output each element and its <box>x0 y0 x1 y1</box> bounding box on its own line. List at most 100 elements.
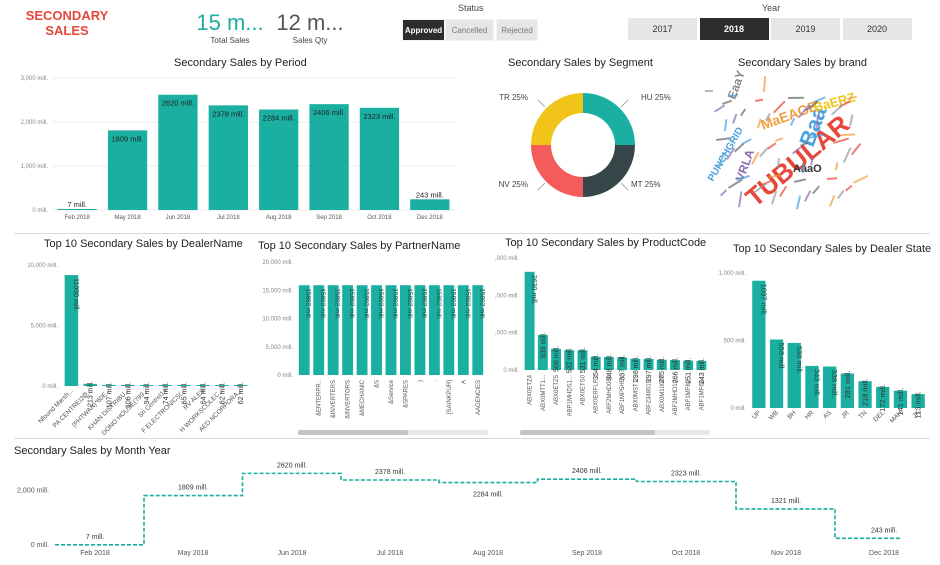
x-tick-label: ABX0ETZ4 <box>528 374 534 405</box>
y-tick-label: 1,000 mill. <box>21 164 49 170</box>
word-cloud-small-word <box>843 147 852 163</box>
word-cloud-small-word <box>767 142 777 150</box>
x-tick-label: Feb 2018 <box>80 550 110 557</box>
bar-data-label: 298 mill. <box>633 356 640 382</box>
status-option-approved[interactable]: Approved <box>402 19 445 41</box>
line-data-label: 2378 mill. <box>375 469 405 476</box>
year-option-2018[interactable]: 2018 <box>698 17 770 41</box>
bar-data-label: 15892 mill. <box>363 288 370 320</box>
x-tick-label: HR <box>804 409 816 421</box>
chart-title-partner: Top 10 Secondary Sales by PartnerName <box>258 240 461 252</box>
bar-data-label: 218 mill. <box>861 378 870 406</box>
product-scroll-thumb[interactable] <box>520 430 655 435</box>
bar <box>537 334 548 370</box>
word-cloud-small-word <box>753 182 768 194</box>
donut-leader-line <box>620 182 629 191</box>
bar-data-label: 939 mill. <box>540 332 547 358</box>
x-tick-label: . <box>432 380 438 382</box>
word-cloud-small-word <box>790 117 796 126</box>
bar-data-label: 243 mill. <box>416 190 444 199</box>
word-cloud-small-word <box>724 119 728 132</box>
donut-slice <box>583 145 635 197</box>
bar <box>696 360 707 370</box>
word-cloud-small-word <box>714 104 726 113</box>
word-cloud-small-word <box>812 185 821 195</box>
chart-title-segment: Secondary Sales by Segment <box>508 57 653 69</box>
bar-data-label: 94 mill. <box>144 382 151 404</box>
x-tick-label: Sep 2018 <box>572 550 602 557</box>
bar-data-label: 15892 mill. <box>464 288 471 320</box>
bar-data-label: 106 mill. <box>125 382 132 408</box>
chart-title-product: Top 10 Secondary Sales by ProductCode <box>505 237 707 249</box>
x-tick-label: Dec 2018 <box>417 215 443 221</box>
y-tick-label: 0 mill. <box>31 542 49 549</box>
year-option-2020[interactable]: 2020 <box>841 17 913 41</box>
bar <box>298 285 310 375</box>
donut-leader-line <box>537 182 546 191</box>
x-tick-label: Jun 2018 <box>278 550 307 557</box>
bar-data-label: 15892 mill. <box>449 288 456 320</box>
series-line <box>55 472 900 546</box>
chart-state: 0 mill. 500 mill. 1,000 mill. 1037 mill. UP 5… <box>719 271 925 425</box>
partner-horizontal-scrollbar[interactable] <box>298 430 488 435</box>
x-tick-label: TN <box>857 409 868 420</box>
chart-segment: HU 25% MT 25% NV 25% TR 25% <box>499 93 671 197</box>
kpi-sales-qty-label: Sales Qty <box>292 36 328 45</box>
chart-title-monthyear: Secondary Sales by Month Year <box>14 445 171 457</box>
donut-slice-label: TR 25% <box>499 93 528 102</box>
word-cloud-small-word <box>806 100 819 111</box>
word-cloud-small-word <box>763 76 767 93</box>
bar-data-label: 568 mill. <box>554 346 561 372</box>
chart-title-brand: Secondary Sales by brand <box>738 57 868 69</box>
x-tick-label: ABX0ETZ5 <box>554 374 560 405</box>
bar <box>371 285 382 375</box>
bar <box>630 358 641 370</box>
bar-data-label: 74 mill. <box>163 382 170 404</box>
x-tick-label: &MECHANIC <box>360 379 366 416</box>
word-cloud-small-word <box>769 174 782 178</box>
bar <box>158 385 173 386</box>
word-cloud-small-word <box>810 157 815 166</box>
status-option-cancelled[interactable]: Cancelled <box>445 19 494 41</box>
word-cloud-small-word <box>849 114 854 127</box>
status-option-rejected[interactable]: Rejected <box>496 19 538 41</box>
report-brand-title: SECONDARY SALES <box>25 8 109 38</box>
donut-slice <box>531 93 583 145</box>
bar <box>769 339 784 408</box>
bar-data-label: 2406 mill. <box>313 108 345 117</box>
x-tick-label: May 2018 <box>178 550 209 557</box>
product-horizontal-scrollbar[interactable] <box>520 430 710 435</box>
bar <box>823 366 837 408</box>
bar-data-label: 15892 mill. <box>334 288 341 320</box>
partner-scroll-thumb[interactable] <box>298 430 408 435</box>
x-tick-label: Oct 2018 <box>367 215 392 221</box>
year-option-2019[interactable]: 2019 <box>770 17 841 41</box>
bar <box>551 348 561 370</box>
y-tick-label: 0 mill. <box>277 373 293 379</box>
bar <box>876 386 890 408</box>
donut-slice <box>583 93 635 145</box>
word-cloud-small-word <box>705 90 713 92</box>
bar-data-label: 2284 mill. <box>263 114 295 123</box>
x-tick-label: Dec 2018 <box>869 550 899 557</box>
bar-data-label: 15892 mill. <box>406 288 413 320</box>
chart-monthyear: 0 mill. 2,000 mill. 7 mill. Feb 2018 1809 mi… <box>17 462 900 557</box>
chart-title-period: Secondary Sales by Period <box>174 57 307 69</box>
year-option-2017[interactable]: 2017 <box>627 17 698 41</box>
word-cloud-small-word <box>833 137 849 144</box>
y-tick-label: 0 mill. <box>730 406 746 412</box>
word-cloud-word: AaaO <box>793 163 822 175</box>
word-cloud-small-word <box>835 162 839 171</box>
bar-data-label: 1037 mill. <box>759 284 768 316</box>
word-cloud-small-word <box>777 158 781 169</box>
row-divider <box>14 233 930 234</box>
bar <box>643 358 654 370</box>
bar <box>577 350 588 370</box>
y-tick-label: 0 mill. <box>503 368 519 374</box>
x-tick-label: ABF2348019... <box>647 375 653 415</box>
word-cloud-small-word <box>853 174 869 184</box>
bar-data-label: 348 mill. <box>606 354 613 380</box>
x-tick-label: Aug 2018 <box>266 215 292 221</box>
word-cloud-small-word <box>765 113 771 121</box>
word-cloud-small-word <box>734 142 745 153</box>
